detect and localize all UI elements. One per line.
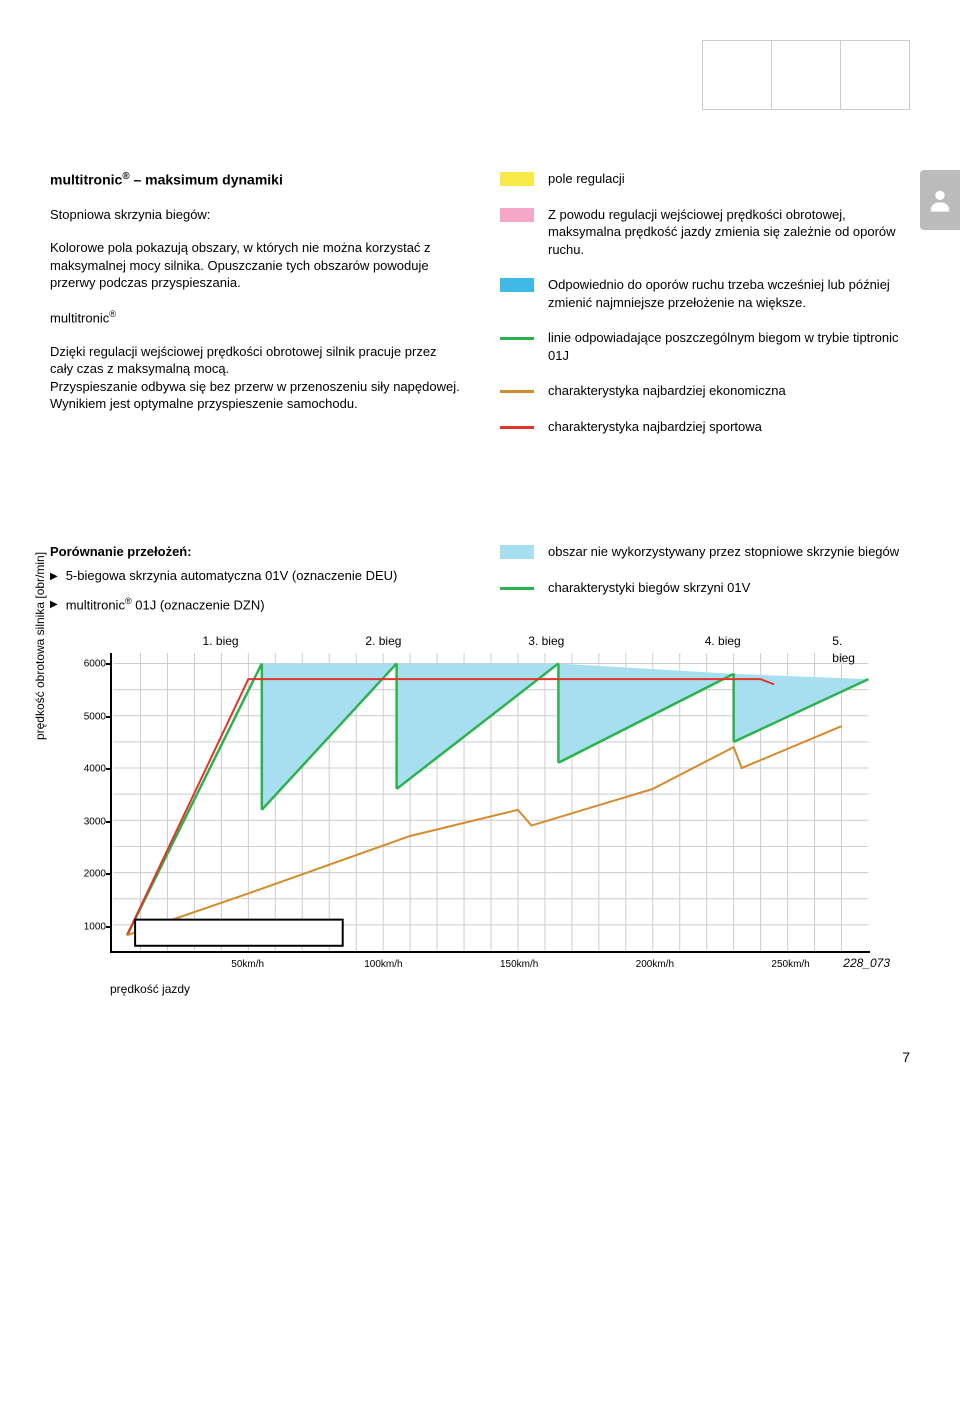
y-tick-label: 4000 bbox=[62, 762, 106, 776]
y-tick-label: 3000 bbox=[62, 815, 106, 829]
legend-swatch bbox=[500, 208, 534, 222]
legend-row: obszar nie wykorzystywany przez stopniow… bbox=[500, 543, 910, 561]
legend-row: charakterystyka najbardziej ekonomiczna bbox=[500, 382, 910, 400]
legend-text: charakterystyki biegów skrzyni 01V bbox=[548, 579, 910, 597]
legend-swatch bbox=[500, 587, 534, 590]
legend-text: charakterystyka najbardziej ekonomiczna bbox=[548, 382, 910, 400]
legend-column-1: pole regulacji Z powodu regulacji wejścio… bbox=[500, 170, 910, 453]
gear-label: 4. bieg bbox=[705, 633, 741, 649]
top-box bbox=[771, 40, 841, 110]
legend-text: charakterystyka najbardziej sportowa bbox=[548, 418, 910, 436]
x-tick-label: 100km/h bbox=[364, 958, 402, 972]
legend-text: pole regulacji bbox=[548, 170, 910, 188]
top-tab-boxes bbox=[50, 40, 910, 110]
y-tick-label: 1000 bbox=[62, 920, 106, 934]
y-axis-label: prędkość obrotowa silnika [obr/min] bbox=[32, 551, 48, 739]
intro-left-column: multitronic® – maksimum dynamiki Stopnio… bbox=[50, 170, 460, 453]
gear-label: 3. bieg bbox=[528, 633, 564, 649]
figure-label: 228_073 bbox=[843, 955, 890, 971]
compare-heading: Porównanie przełożeń: bbox=[50, 543, 460, 561]
main-heading: multitronic® – maksimum dynamiki bbox=[50, 170, 460, 190]
legend-text: linie odpowiadające poszczególnym biegom… bbox=[548, 329, 910, 364]
intro-para: Dzięki regulacji wejściowej prędkości ob… bbox=[50, 343, 460, 413]
legend-swatch bbox=[500, 337, 534, 340]
y-tick-label: 2000 bbox=[62, 868, 106, 882]
x-axis-label: prędkość jazdy bbox=[110, 981, 910, 997]
intro-para: Kolorowe pola pokazują obszary, w któryc… bbox=[50, 239, 460, 292]
legend-row: Odpowiednio do oporów ruchu trzeba wcześ… bbox=[500, 276, 910, 311]
y-tick-label: 5000 bbox=[62, 710, 106, 724]
sub-heading: multitronic® bbox=[50, 308, 460, 327]
gear-label: 2. bieg bbox=[365, 633, 401, 649]
x-tick-label: 250km/h bbox=[771, 958, 809, 972]
y-tick-label: 6000 bbox=[62, 657, 106, 671]
gear-label: 1. bieg bbox=[203, 633, 239, 649]
legend-row: pole regulacji bbox=[500, 170, 910, 188]
legend-swatch bbox=[500, 390, 534, 393]
page-number: 7 bbox=[50, 1048, 910, 1067]
x-tick-label: 50km/h bbox=[231, 958, 264, 972]
sub-heading: Stopniowa skrzynia biegów: bbox=[50, 206, 460, 224]
chart-svg bbox=[112, 653, 870, 951]
gear-label: 5. bieg bbox=[832, 633, 857, 665]
legend-row: charakterystyka najbardziej sportowa bbox=[500, 418, 910, 436]
legend-swatch bbox=[500, 545, 534, 559]
legend-swatch bbox=[500, 278, 534, 292]
legend-row: charakterystyki biegów skrzyni 01V bbox=[500, 579, 910, 597]
x-tick-label: 150km/h bbox=[500, 958, 538, 972]
compare-item: 5-biegowa skrzynia automatyczna 01V (ozn… bbox=[50, 567, 460, 585]
top-box bbox=[702, 40, 772, 110]
legend-row: Z powodu regulacji wejściowej prędkości … bbox=[500, 206, 910, 259]
legend-column-2: obszar nie wykorzystywany przez stopniow… bbox=[500, 543, 910, 623]
compare-columns: Porównanie przełożeń: 5-biegowa skrzynia… bbox=[50, 543, 910, 623]
compare-list: 5-biegowa skrzynia automatyczna 01V (ozn… bbox=[50, 567, 460, 613]
compare-left: Porównanie przełożeń: 5-biegowa skrzynia… bbox=[50, 543, 460, 623]
compare-item: multitronic® 01J (oznaczenie DZN) bbox=[50, 595, 460, 614]
legend-swatch bbox=[500, 426, 534, 429]
side-person-icon bbox=[920, 170, 960, 230]
legend-swatch bbox=[500, 172, 534, 186]
legend-text: obszar nie wykorzystywany przez stopniow… bbox=[548, 543, 910, 561]
x-tick-label: 200km/h bbox=[636, 958, 674, 972]
top-box bbox=[840, 40, 910, 110]
legend-text: Odpowiednio do oporów ruchu trzeba wcześ… bbox=[548, 276, 910, 311]
intro-columns: multitronic® – maksimum dynamiki Stopnio… bbox=[50, 170, 910, 453]
legend-row: linie odpowiadające poszczególnym biegom… bbox=[500, 329, 910, 364]
gear-chart: 10002000300040005000600050km/h100km/h150… bbox=[110, 653, 870, 953]
chart-container: prędkość obrotowa silnika [obr/min] 1000… bbox=[50, 653, 910, 997]
legend-text: Z powodu regulacji wejściowej prędkości … bbox=[548, 206, 910, 259]
